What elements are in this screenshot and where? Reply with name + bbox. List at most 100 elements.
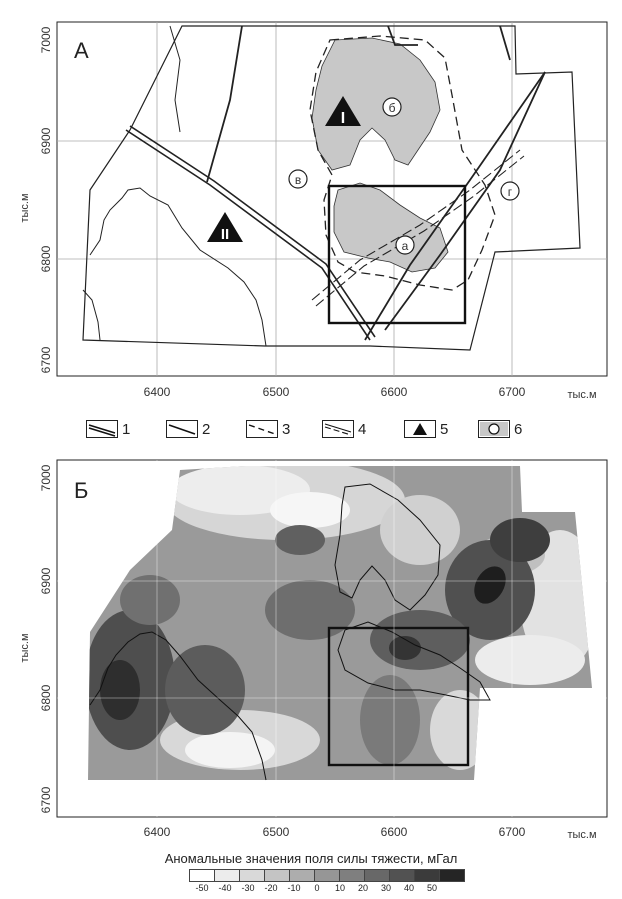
colorbar-cell xyxy=(189,869,215,882)
fault-dashed-double xyxy=(311,149,525,307)
panel-a-y-unit: тыс.м xyxy=(19,193,31,222)
svg-text:а: а xyxy=(402,239,409,253)
marker-v: в xyxy=(288,169,308,189)
boundary-line-west xyxy=(82,289,101,341)
svg-text:6600: 6600 xyxy=(381,825,408,839)
panel-b: Б 7000 6900 6800 6700 тыс.м 6400 6500 66… xyxy=(19,459,608,841)
panel-a: I II б в а г А 7000 xyxy=(19,21,608,401)
structure-i-triangle xyxy=(325,96,361,126)
legend-item-3: 3 xyxy=(246,420,290,438)
legend-item-1: 1 xyxy=(86,420,130,438)
colorbar-tick-label: 0 xyxy=(314,883,320,893)
legend-label-1: 1 xyxy=(122,420,131,438)
panel-b-label: Б xyxy=(74,478,88,503)
river-line xyxy=(89,187,267,347)
colorbar-cell xyxy=(289,869,315,882)
svg-text:б: б xyxy=(389,101,396,115)
legend-symbol-circle-marker xyxy=(478,420,510,438)
structure-ii-triangle xyxy=(207,212,243,242)
panel-a-label: А xyxy=(74,38,89,63)
svg-text:6500: 6500 xyxy=(263,825,290,839)
svg-text:6700: 6700 xyxy=(499,385,526,399)
svg-text:6700: 6700 xyxy=(39,786,53,813)
panel-b-grid xyxy=(57,460,607,817)
legend-label-4: 4 xyxy=(358,420,367,438)
structure-i-label: I xyxy=(341,110,345,127)
marker-a: а xyxy=(395,235,415,255)
svg-text:6400: 6400 xyxy=(144,825,171,839)
river-line-b xyxy=(89,631,267,781)
colorbar-cell xyxy=(239,869,265,882)
marker-b: б xyxy=(382,97,402,117)
legend-item-2: 2 xyxy=(166,420,210,438)
colorbar-cell xyxy=(214,869,240,882)
colorbar-cell xyxy=(314,869,340,882)
svg-text:6500: 6500 xyxy=(263,385,290,399)
study-area-outline xyxy=(82,25,581,351)
colorbar-cell xyxy=(339,869,365,882)
main-fault-double xyxy=(125,125,376,341)
svg-text:6700: 6700 xyxy=(39,346,53,373)
legend-label-6: 6 xyxy=(514,420,523,438)
panel-b-y-ticks: 7000 6900 6800 6700 xyxy=(39,464,53,813)
panel-a-x-unit: тыс.м xyxy=(567,389,596,401)
colorbar-cell xyxy=(264,869,290,882)
legend-symbol-triangle xyxy=(404,420,436,438)
svg-text:6700: 6700 xyxy=(499,825,526,839)
inset-rectangle-b xyxy=(327,626,470,767)
faults-solid xyxy=(206,25,546,341)
panel-b-y-unit: тыс.м xyxy=(19,633,31,662)
panel-b-x-ticks: 6400 6500 6600 6700 xyxy=(144,825,526,839)
legend-item-5: 5 xyxy=(404,420,448,438)
svg-text:7000: 7000 xyxy=(39,464,53,491)
colorbar-cell xyxy=(389,869,415,882)
colorbar-cell xyxy=(414,869,440,882)
legend-symbol-solid-fault xyxy=(166,420,198,438)
legend: 1 2 3 4 5 6 xyxy=(86,420,586,444)
complex-dashed-boundary xyxy=(309,35,496,291)
legend-item-4: 4 xyxy=(322,420,366,438)
svg-text:6900: 6900 xyxy=(39,567,53,594)
legend-symbol-dashed-boundary xyxy=(246,420,278,438)
colorbar-labels: -50 -40 -30 -20 -10 0 10 20 30 40 50 xyxy=(190,883,490,895)
svg-text:6800: 6800 xyxy=(39,245,53,272)
colorbar-tick-label: -10 xyxy=(287,883,301,893)
complex-outline-north-b xyxy=(334,483,441,611)
inset-rectangle-a xyxy=(327,184,467,325)
colorbar-tick-label: -40 xyxy=(218,883,232,893)
colorbar-tick-label: -20 xyxy=(264,883,278,893)
complex-outline-south-b xyxy=(337,621,491,701)
svg-text:6800: 6800 xyxy=(39,684,53,711)
marker-g: г xyxy=(500,181,520,201)
colorbar-tick-label: -50 xyxy=(195,883,209,893)
colorbar-tick-label: 20 xyxy=(357,883,369,893)
colorbar-caption: Аномальные значения поля силы тяжести, м… xyxy=(164,851,458,866)
colorbar xyxy=(189,869,465,882)
complex-b-north xyxy=(311,37,441,171)
legend-label-5: 5 xyxy=(440,420,449,438)
colorbar-cell xyxy=(439,869,465,882)
colorbar-tick-label: 40 xyxy=(403,883,415,893)
boundary-line-upper xyxy=(169,25,181,133)
svg-text:7000: 7000 xyxy=(39,26,53,53)
complex-a-south xyxy=(333,182,449,273)
legend-symbol-double-fault xyxy=(86,420,118,438)
svg-text:6900: 6900 xyxy=(39,127,53,154)
panel-b-x-unit: тыс.м xyxy=(567,829,596,841)
colorbar-tick-label: 10 xyxy=(334,883,346,893)
legend-symbol-dashed-double-fault xyxy=(322,420,354,438)
svg-text:6400: 6400 xyxy=(144,385,171,399)
svg-text:г: г xyxy=(508,185,513,199)
colorbar-cell xyxy=(364,869,390,882)
legend-item-6: 6 xyxy=(478,420,522,438)
legend-label-3: 3 xyxy=(282,420,291,438)
legend-label-2: 2 xyxy=(202,420,211,438)
panel-a-x-ticks: 6400 6500 6600 6700 xyxy=(144,385,526,399)
colorbar-tick-label: 50 xyxy=(426,883,438,893)
structure-ii-label: II xyxy=(221,226,229,243)
svg-text:6600: 6600 xyxy=(381,385,408,399)
colorbar-tick-label: 30 xyxy=(380,883,392,893)
panel-a-y-ticks: 7000 6900 6800 6700 xyxy=(39,26,53,373)
svg-text:в: в xyxy=(295,173,301,187)
